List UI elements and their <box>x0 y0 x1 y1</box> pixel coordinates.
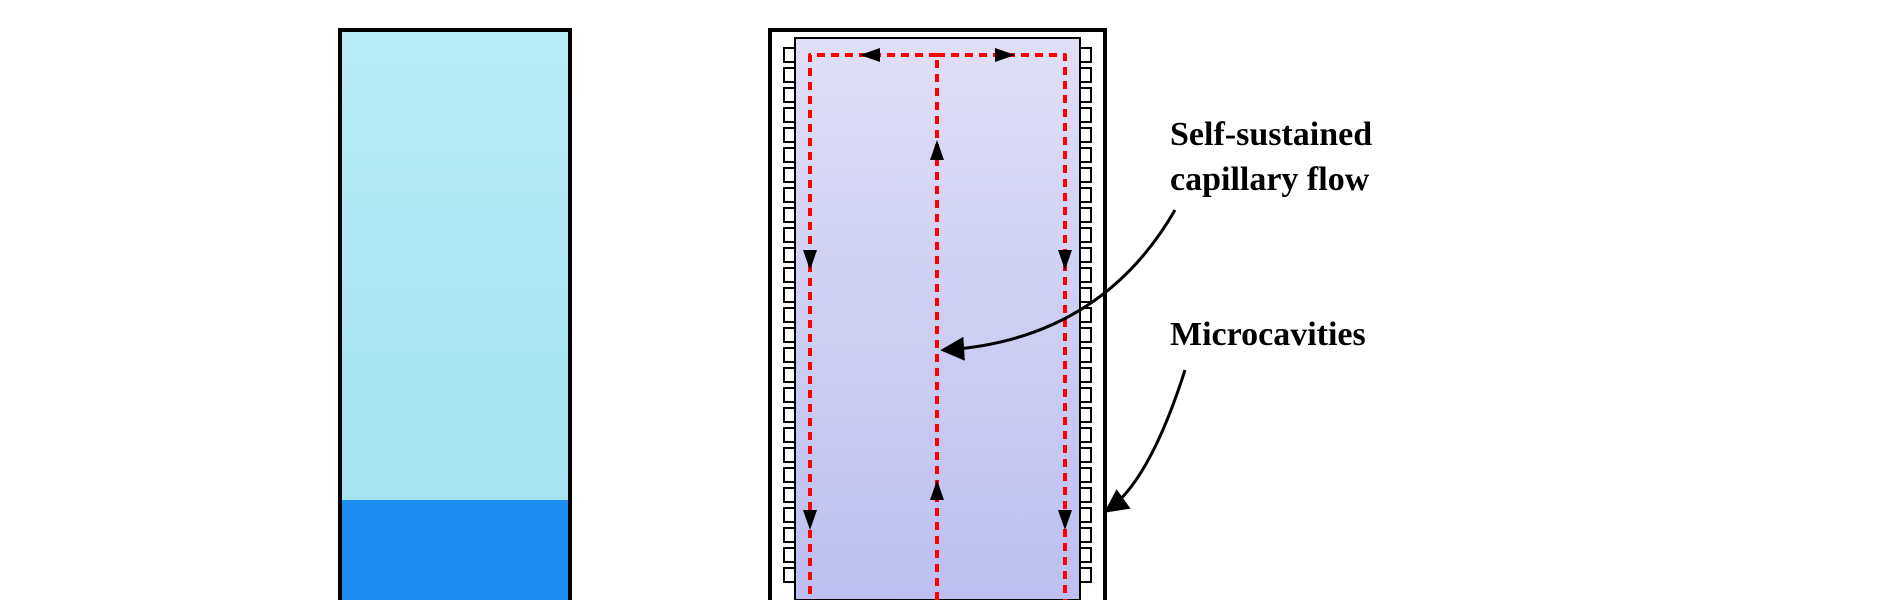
pointer-microcavities <box>1108 370 1185 510</box>
microcavity <box>784 128 795 142</box>
microcavity <box>784 408 795 422</box>
microcavity <box>1080 348 1091 362</box>
microcavity <box>784 348 795 362</box>
microcavity <box>784 228 795 242</box>
microcavity <box>784 208 795 222</box>
label-capillary-line2: capillary flow <box>1170 161 1370 198</box>
microcavity <box>1080 108 1091 122</box>
microcavity <box>784 108 795 122</box>
microcavity <box>784 148 795 162</box>
microcavity <box>1080 148 1091 162</box>
left-container <box>340 30 570 600</box>
microcavity <box>784 368 795 382</box>
microcavity <box>1080 508 1091 522</box>
label-microcavities: Microcavities <box>1170 316 1366 353</box>
microcavity <box>784 528 795 542</box>
microcavity <box>1080 288 1091 302</box>
microcavity <box>784 568 795 582</box>
microcavity <box>1080 548 1091 562</box>
microcavity <box>1080 488 1091 502</box>
microcavity <box>1080 68 1091 82</box>
microcavity <box>1080 408 1091 422</box>
microcavity <box>784 328 795 342</box>
microcavity <box>784 388 795 402</box>
right-container <box>770 30 1105 600</box>
microcavity <box>1080 208 1091 222</box>
microcavity <box>1080 48 1091 62</box>
microcavity <box>1080 388 1091 402</box>
microcavity <box>1080 428 1091 442</box>
microcavity <box>784 48 795 62</box>
microcavity <box>1080 268 1091 282</box>
microcavity <box>1080 468 1091 482</box>
microcavity <box>1080 128 1091 142</box>
microcavity <box>1080 328 1091 342</box>
microcavity <box>784 448 795 462</box>
microcavity <box>784 428 795 442</box>
microcavity <box>784 308 795 322</box>
microcavity <box>1080 168 1091 182</box>
microcavity <box>784 188 795 202</box>
microcavity <box>1080 368 1091 382</box>
microcavity <box>1080 528 1091 542</box>
microcavity <box>784 508 795 522</box>
microcavity <box>784 288 795 302</box>
microcavity <box>1080 448 1091 462</box>
microcavity <box>1080 568 1091 582</box>
microcavity <box>1080 88 1091 102</box>
label-capillary-line1: Self-sustained <box>1170 116 1372 153</box>
microcavity <box>784 468 795 482</box>
microcavity <box>784 88 795 102</box>
microcavity <box>784 548 795 562</box>
microcavity <box>784 268 795 282</box>
microcavity <box>784 248 795 262</box>
microcavity <box>784 68 795 82</box>
microcavity <box>784 168 795 182</box>
microcavity <box>1080 188 1091 202</box>
microcavity <box>784 488 795 502</box>
microcavity <box>1080 248 1091 262</box>
microcavity <box>1080 228 1091 242</box>
